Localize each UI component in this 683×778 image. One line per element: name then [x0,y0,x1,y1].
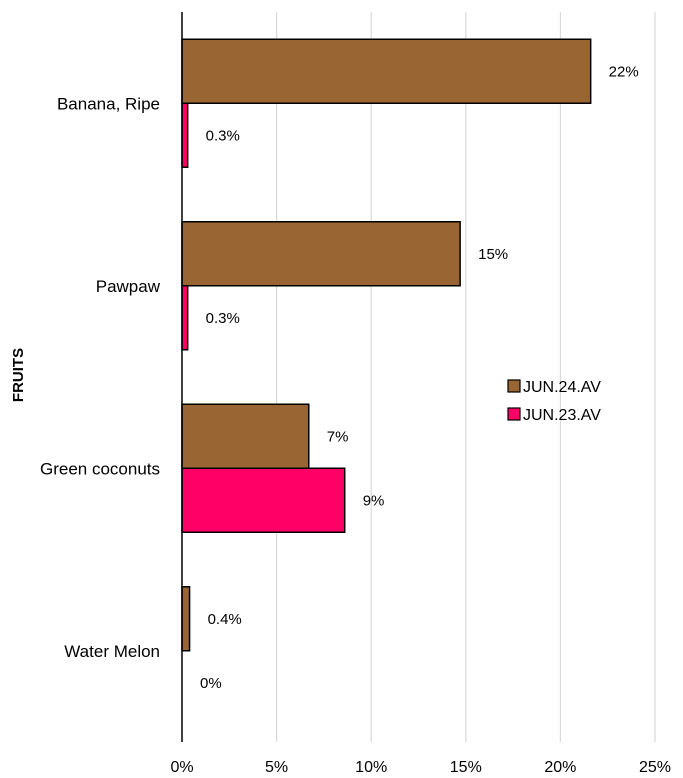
bar [181,102,189,168]
gridlines [276,12,656,742]
data-label: 0.3% [206,127,240,144]
bar [181,467,346,533]
legend-swatch [507,379,521,393]
x-tick-label: 25% [639,759,671,776]
legend: JUN.24.AV JUN.23.AV [507,379,601,424]
bar [181,221,461,287]
data-label: 7% [327,428,349,445]
bar [181,285,189,351]
legend-label: JUN.23.AV [523,407,601,424]
bars [181,38,592,652]
data-label: 15% [478,246,508,263]
category-labels: Banana, Ripe Pawpaw Green coconuts Water Me… [40,94,161,661]
category-label: Water Melon [64,642,160,661]
x-tick-label: 5% [265,759,288,776]
x-tick-label: 15% [450,759,482,776]
category-label: Green coconuts [40,459,160,478]
legend-label: JUN.24.AV [523,379,601,396]
data-label: 22% [609,63,639,80]
bar [181,38,592,104]
x-tick-label: 20% [544,759,576,776]
x-tick-labels: 0% 5% 10% 15% 20% 25% [170,759,671,776]
data-label: 0.4% [208,611,242,628]
x-tick-label: 10% [355,759,387,776]
bar [181,403,310,469]
legend-swatch [507,407,521,421]
y-axis-title: FRUITS [10,348,27,402]
data-label: 0% [200,675,222,692]
data-labels: 22% 0.3% 15% 0.3% 7% 9% 0.4% 0% [200,63,639,692]
category-label: Banana, Ripe [57,94,160,113]
x-tick-label: 0% [170,759,193,776]
data-label: 0.3% [206,310,240,327]
category-label: Pawpaw [96,277,161,296]
data-label: 9% [363,492,385,509]
bar [181,586,191,652]
